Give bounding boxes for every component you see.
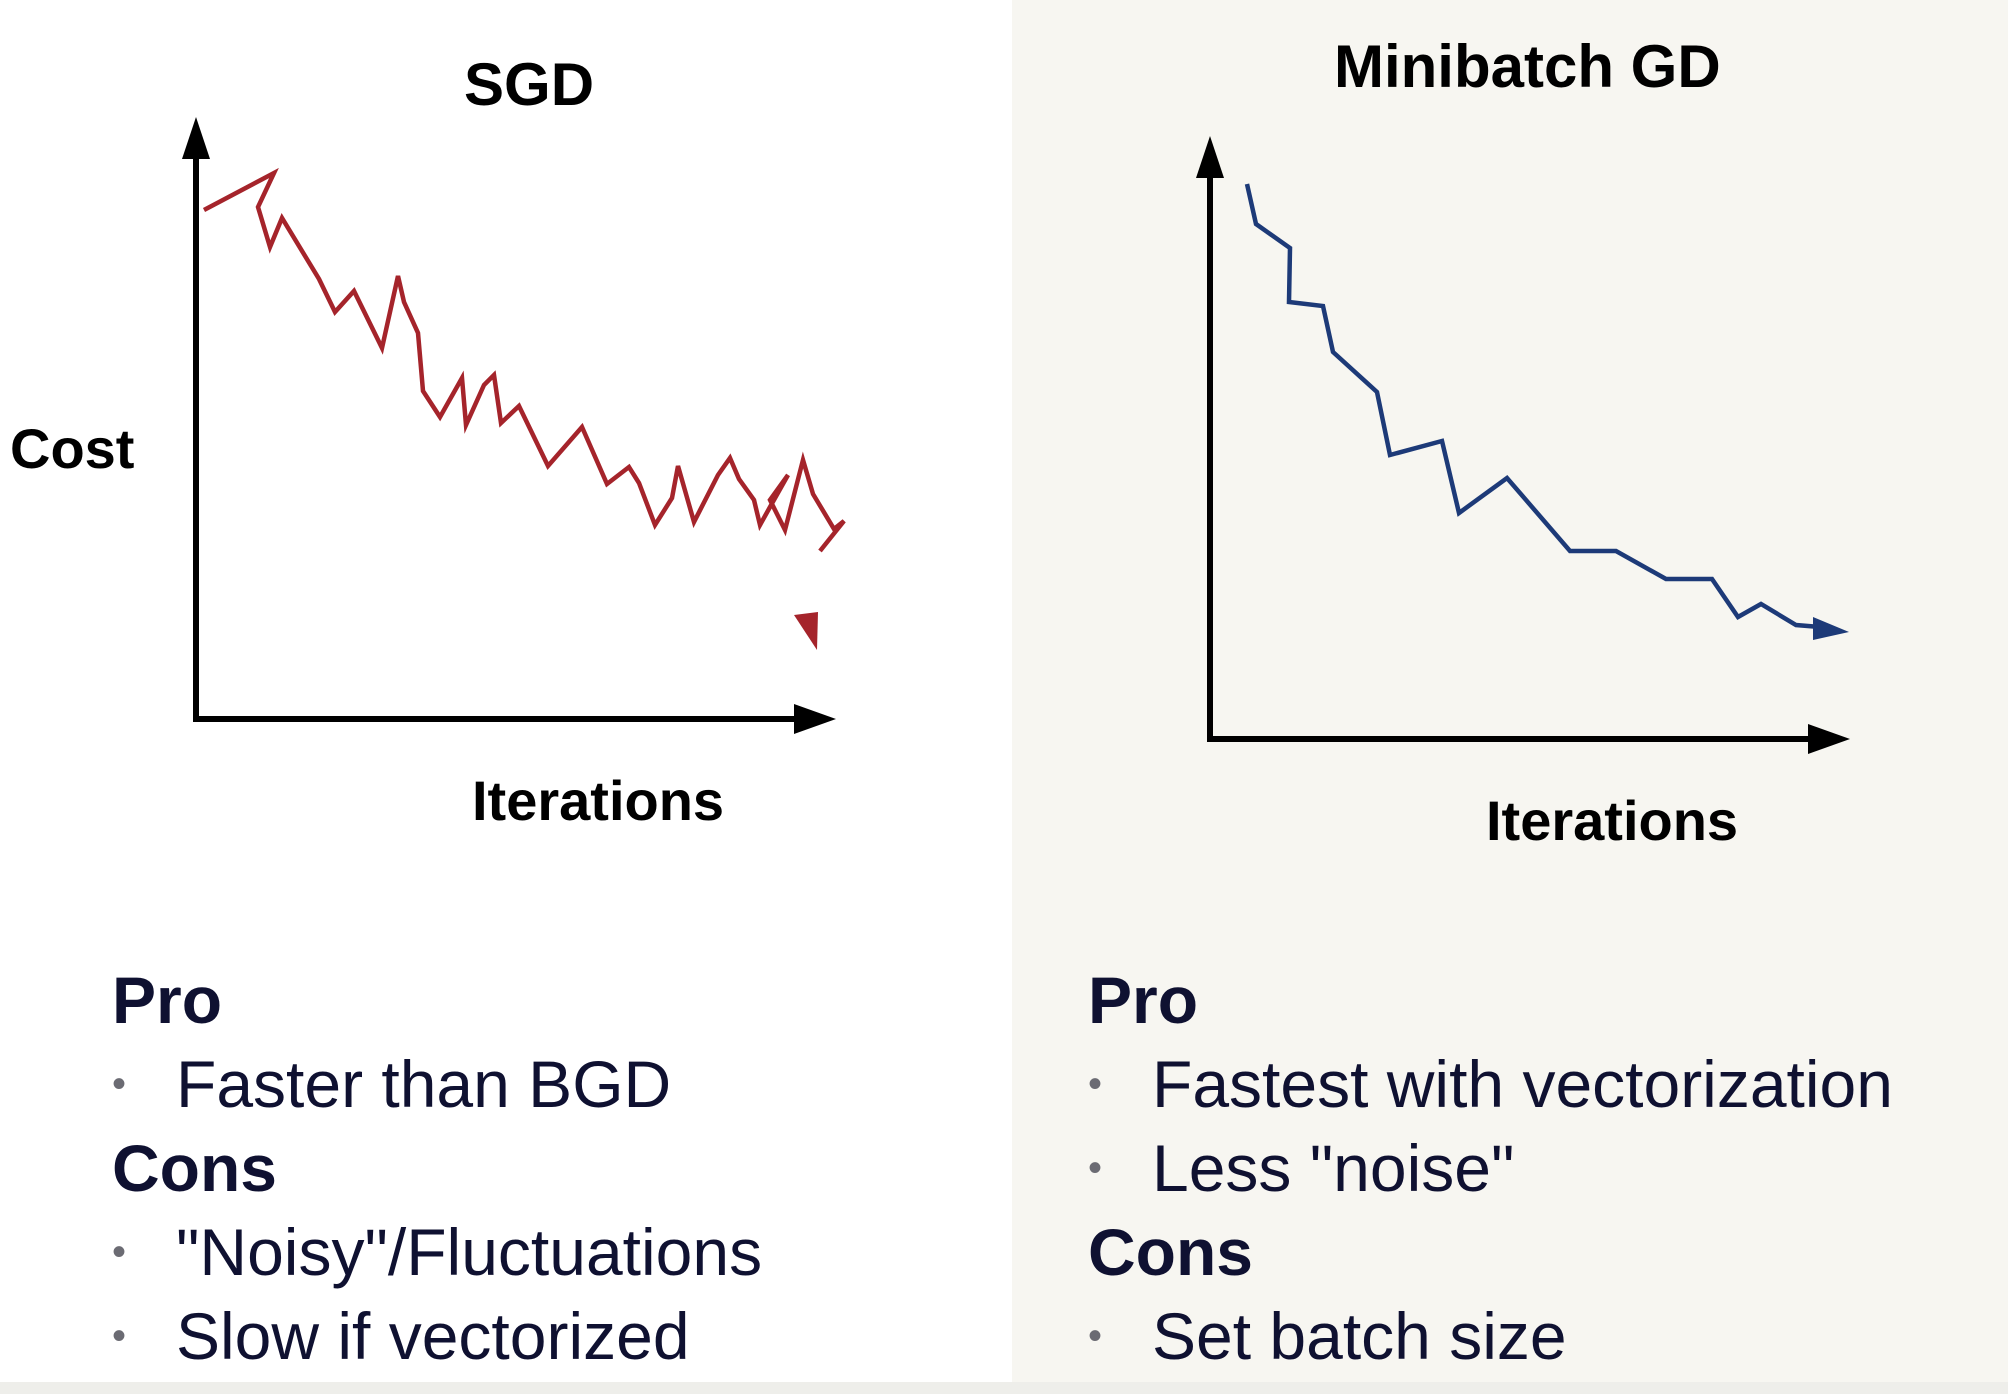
sgd-y-axis	[182, 117, 210, 722]
sgd-y-axis-label: Cost	[10, 417, 135, 480]
minibatch-diagram	[1196, 136, 1850, 754]
bullet-icon: •	[112, 1062, 127, 1106]
minibatch-curve-arrowhead	[1813, 617, 1849, 640]
minibatch-cons-heading: Cons	[1088, 1215, 1253, 1289]
bullet-icon: •	[1088, 1146, 1103, 1190]
bullet-icon: •	[1088, 1314, 1103, 1358]
sgd-title: SGD	[464, 51, 595, 118]
sgd-cost-curve	[202, 167, 846, 553]
sgd-cons-heading: Cons	[112, 1131, 277, 1205]
sgd-panel: SGD Cost Iterations Pro • Faster than BG…	[10, 51, 846, 1373]
sgd-x-axis-label: Iterations	[472, 769, 725, 832]
minibatch-title: Minibatch GD	[1334, 33, 1721, 100]
minibatch-cost-curve	[1244, 183, 1821, 630]
sgd-con-text: "Noisy"/Fluctuations	[176, 1215, 763, 1289]
sgd-curve-arrowhead	[794, 612, 818, 650]
bullet-icon: •	[112, 1314, 127, 1358]
sgd-pro-text: Faster than BGD	[176, 1047, 672, 1121]
minibatch-panel: Minibatch GD Iterations Pro • Fastest wi…	[1012, 0, 2008, 1394]
sgd-con-text: Slow if vectorized	[176, 1299, 690, 1373]
sgd-diagram	[182, 117, 846, 734]
sgd-x-axis	[193, 704, 836, 734]
sgd-pro-heading: Pro	[112, 963, 223, 1037]
minibatch-y-axis	[1196, 136, 1224, 740]
minibatch-x-axis-label: Iterations	[1486, 789, 1739, 852]
minibatch-pro-heading: Pro	[1088, 963, 1199, 1037]
minibatch-pro-text: Less "noise"	[1152, 1131, 1515, 1205]
minibatch-con-text: Set batch size	[1152, 1299, 1567, 1373]
minibatch-pro-text: Fastest with vectorization	[1152, 1047, 1893, 1121]
bullet-icon: •	[112, 1230, 127, 1274]
bottom-divider-strip	[0, 1382, 2008, 1394]
bullet-icon: •	[1088, 1062, 1103, 1106]
minibatch-x-axis	[1207, 724, 1850, 754]
